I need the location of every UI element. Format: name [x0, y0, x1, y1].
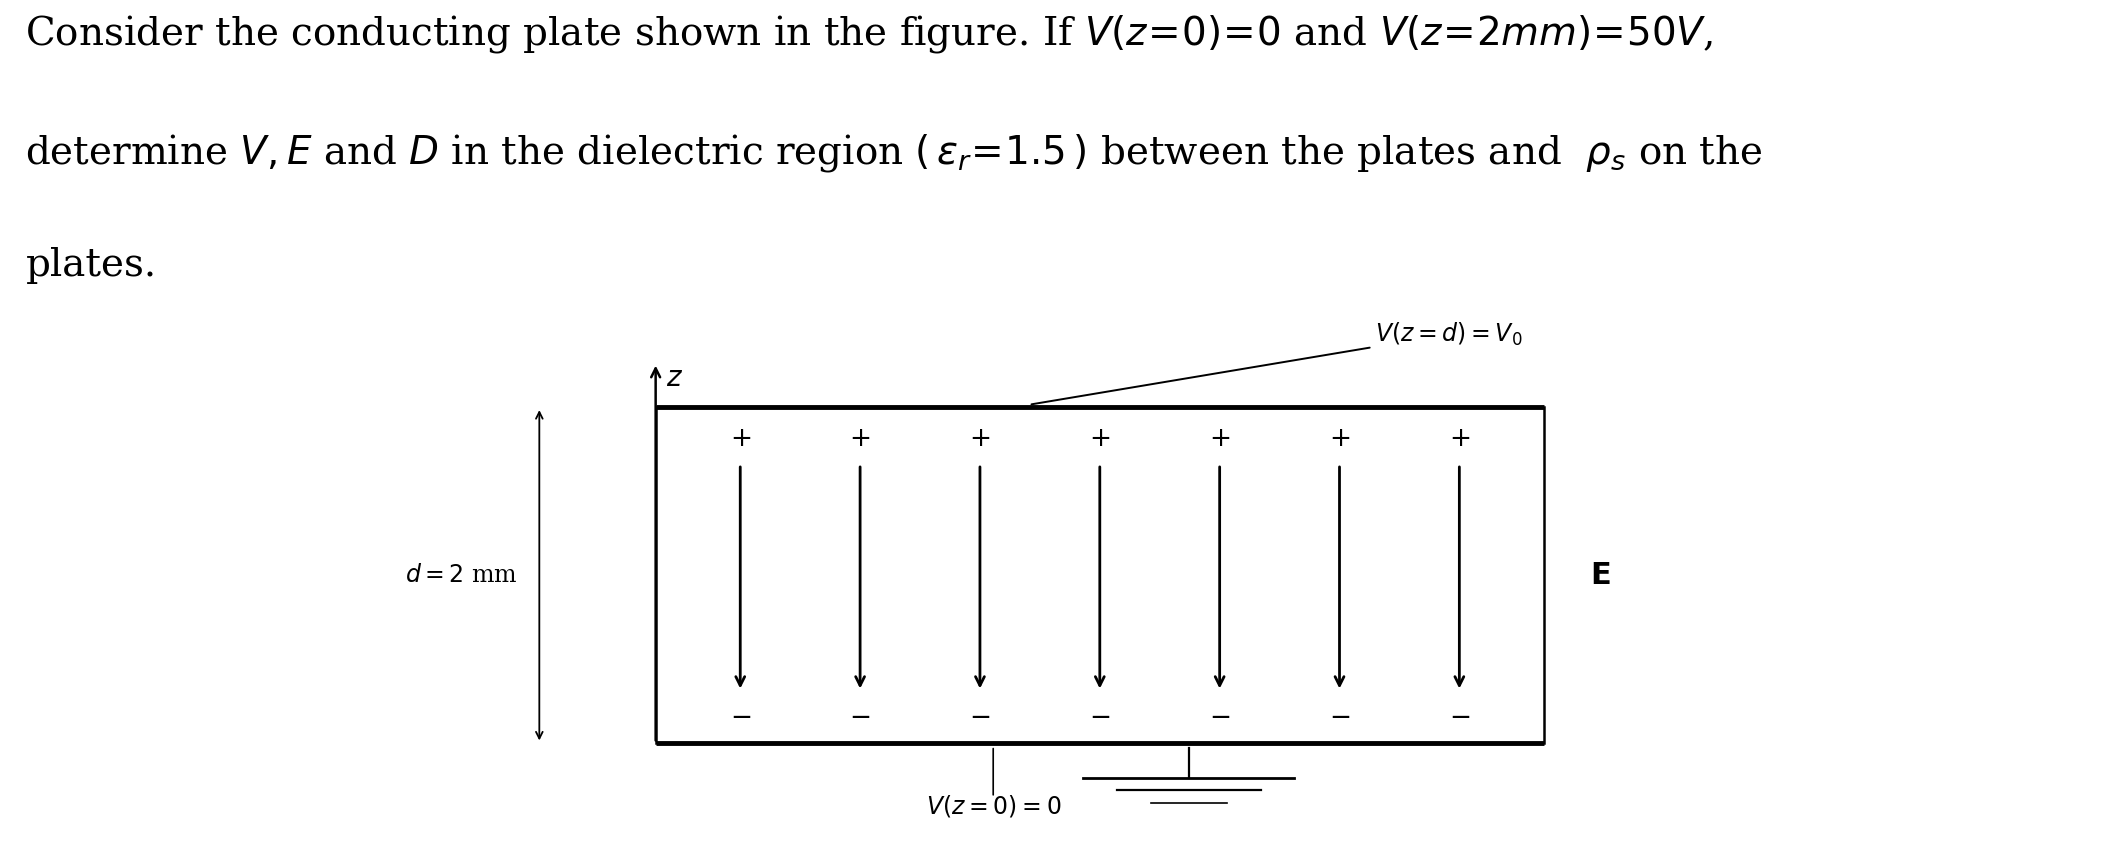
Text: $-$: $-$ [850, 703, 871, 729]
Text: $\mathbf{E}$: $\mathbf{E}$ [1590, 560, 1612, 590]
Text: $-$: $-$ [1210, 703, 1231, 729]
Text: Consider the conducting plate shown in the figure. If $V(z\!=\!0)\!=\!0$ and $V(: Consider the conducting plate shown in t… [25, 13, 1713, 55]
Text: $+$: $+$ [1449, 426, 1470, 452]
Text: $+$: $+$ [730, 426, 751, 452]
Text: determine $V,E$ and $D$ in the dielectric region $(\,\varepsilon_r\!=\!1.5\,)$ b: determine $V,E$ and $D$ in the dielectri… [25, 132, 1764, 174]
Text: $+$: $+$ [969, 426, 990, 452]
Text: $V(z = d) = V_0$: $V(z = d) = V_0$ [1032, 320, 1523, 405]
Text: $V(z = 0) = 0$: $V(z = 0) = 0$ [926, 792, 1062, 819]
Text: $+$: $+$ [1328, 426, 1349, 452]
Text: $-$: $-$ [730, 703, 751, 729]
Text: $-$: $-$ [1089, 703, 1110, 729]
Text: plates.: plates. [25, 247, 157, 284]
Text: $+$: $+$ [1210, 426, 1231, 452]
Text: $z$: $z$ [666, 366, 683, 392]
Text: $-$: $-$ [1328, 703, 1349, 729]
Text: $+$: $+$ [850, 426, 871, 452]
Text: $-$: $-$ [1449, 703, 1470, 729]
Text: $-$: $-$ [969, 703, 990, 729]
Text: $d = 2$ mm: $d = 2$ mm [406, 564, 518, 587]
Text: $+$: $+$ [1089, 426, 1110, 452]
